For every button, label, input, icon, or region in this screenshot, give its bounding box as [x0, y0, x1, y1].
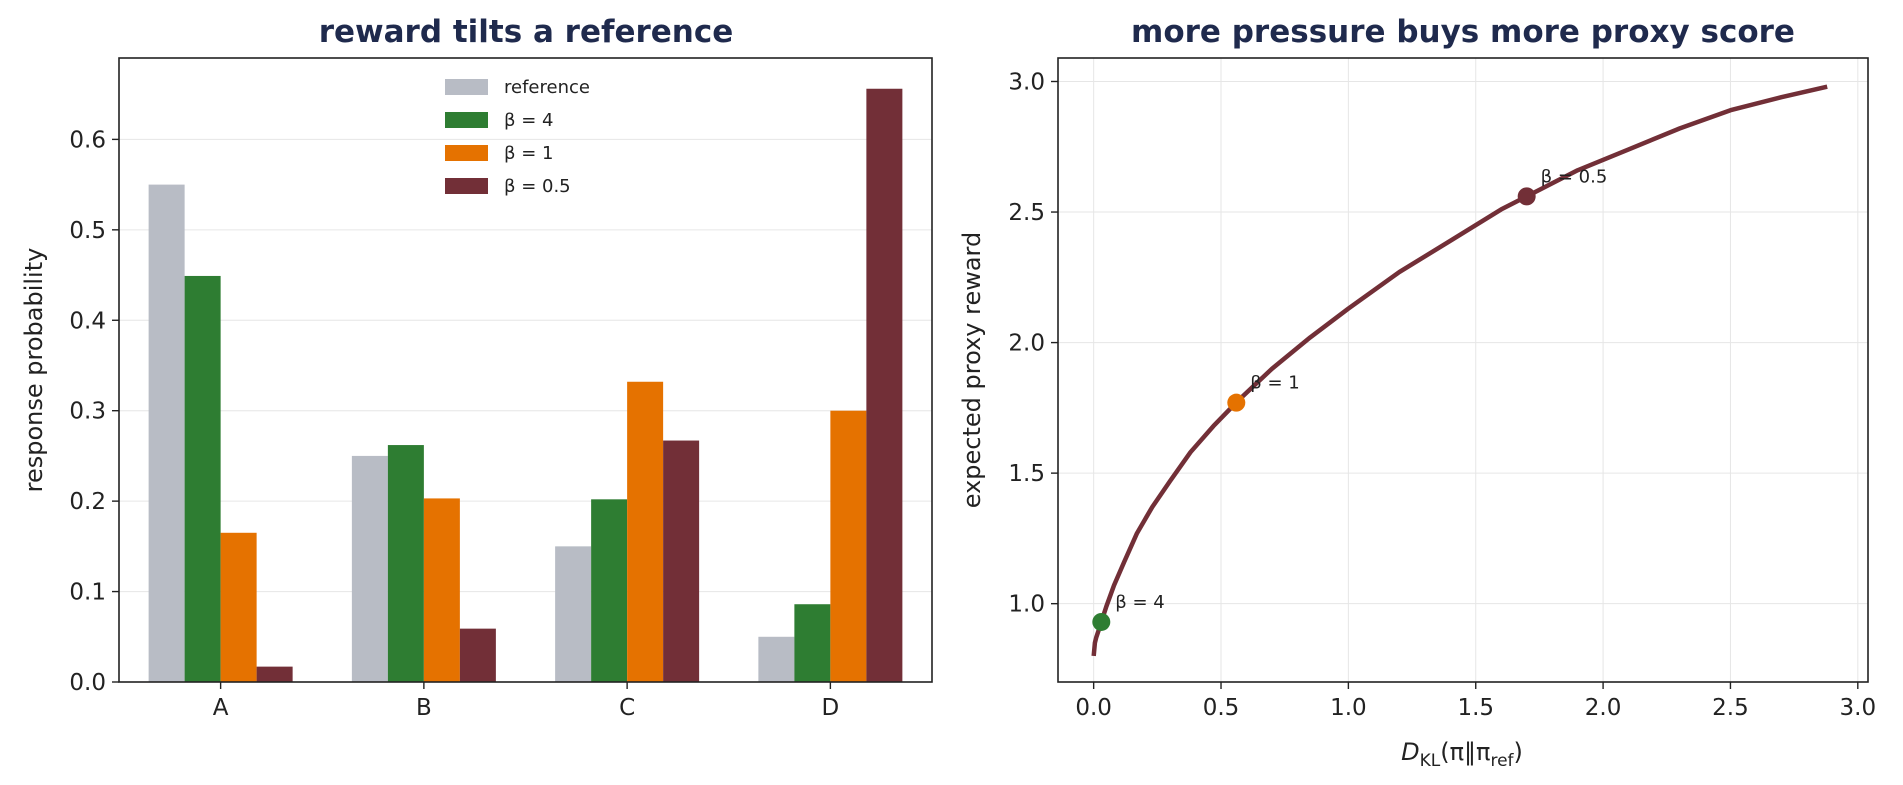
bar: [256, 666, 293, 682]
line-chart-frame: [1057, 57, 1869, 683]
bar: [459, 628, 496, 682]
bar: [758, 636, 795, 682]
bar: [220, 532, 257, 682]
y-tick-label: 0.2: [69, 489, 106, 515]
legend-label: β = 4: [504, 110, 553, 131]
y-tick-label: 0.3: [69, 399, 106, 425]
line-chart-points: β = 4 β = 1 β = 0.5: [1092, 166, 1607, 631]
y-tick-label: 3.0: [1008, 69, 1045, 95]
y-tick-label: 0.0: [69, 670, 106, 696]
bar: [148, 184, 185, 682]
bar: [866, 88, 903, 683]
legend-label: β = 0.5: [504, 176, 571, 197]
bar: [830, 410, 867, 682]
legend-swatch: [445, 178, 488, 194]
bar-chart-title: reward tilts a reference: [319, 14, 734, 50]
x-tick-label: C: [619, 695, 635, 721]
x-label-ref: ref: [1490, 751, 1514, 771]
bar-chart-legend: reference β = 4 β = 1 β = 0.5: [445, 77, 590, 197]
x-label-d: D: [1401, 738, 1419, 766]
bar-chart-x-ticks: A B C D: [213, 682, 839, 721]
y-tick-label: 0.5: [69, 218, 106, 244]
x-tick-label: 3.0: [1840, 695, 1877, 721]
y-tick-label: 2.5: [1008, 200, 1045, 226]
y-tick-label: 0.4: [69, 308, 106, 334]
bar: [794, 604, 831, 682]
bar-chart-frame: [118, 57, 933, 683]
beta-point: [1092, 612, 1111, 631]
bar-chart-y-ticks: 0.0 0.1 0.2 0.3 0.4 0.5 0.6: [69, 127, 119, 696]
x-label-kl: KL: [1420, 751, 1441, 771]
legend-label: β = 1: [504, 143, 553, 164]
x-tick-label: 0.0: [1075, 695, 1112, 721]
x-tick-label: 1.0: [1330, 695, 1367, 721]
bar: [423, 498, 460, 682]
legend-swatch: [445, 145, 488, 161]
x-tick-label: B: [416, 695, 432, 721]
x-tick-label: 2.5: [1712, 695, 1749, 721]
beta-point: [1517, 187, 1536, 206]
y-tick-label: 0.6: [69, 127, 106, 153]
x-label-close: ): [1514, 738, 1523, 766]
x-tick-label: 1.5: [1457, 695, 1494, 721]
beta-point-label: β = 0.5: [1541, 166, 1608, 187]
line-chart-grid: [1058, 58, 1868, 682]
line-chart-y-ticks: 1.0 1.5 2.0 2.5 3.0: [1008, 69, 1058, 618]
legend-swatch: [445, 79, 488, 95]
line-chart-title: more pressure buys more proxy score: [1131, 14, 1795, 50]
x-tick-label: A: [213, 695, 229, 721]
bar: [663, 440, 700, 682]
x-tick-label: 2.0: [1585, 695, 1622, 721]
y-tick-label: 1.0: [1008, 592, 1045, 618]
line-chart-panel: more pressure buys more proxy score expe…: [958, 14, 1876, 771]
legend-label: reference: [504, 77, 590, 98]
y-tick-label: 2.0: [1008, 331, 1045, 357]
bar-chart-panel: reward tilts a reference response probab…: [20, 14, 933, 721]
bar: [184, 275, 221, 682]
bar: [591, 499, 628, 682]
bar-chart-bars: [148, 88, 903, 683]
line-chart-x-ticks: 0.0 0.5 1.0 1.5 2.0 2.5 3.0: [1075, 682, 1876, 721]
bar: [351, 455, 388, 682]
x-tick-label: 0.5: [1203, 695, 1240, 721]
x-tick-label: D: [822, 695, 840, 721]
beta-point-label: β = 1: [1250, 373, 1299, 394]
bar: [555, 546, 592, 682]
x-label-pi: (π‖π: [1440, 738, 1490, 766]
y-tick-label: 0.1: [69, 580, 106, 606]
bar: [387, 445, 424, 682]
line-chart-x-axis-label: DKL(π‖πref): [1401, 738, 1523, 771]
line-chart-y-axis-label: expected proxy reward: [958, 232, 986, 508]
beta-point: [1227, 393, 1246, 412]
beta-point-label: β = 4: [1115, 592, 1164, 613]
bar-chart-y-axis-label: response probability: [20, 248, 48, 493]
bar: [627, 381, 664, 682]
proxy-reward-curve: [1091, 84, 1828, 657]
legend-swatch: [445, 112, 488, 128]
y-tick-label: 1.5: [1008, 461, 1045, 487]
